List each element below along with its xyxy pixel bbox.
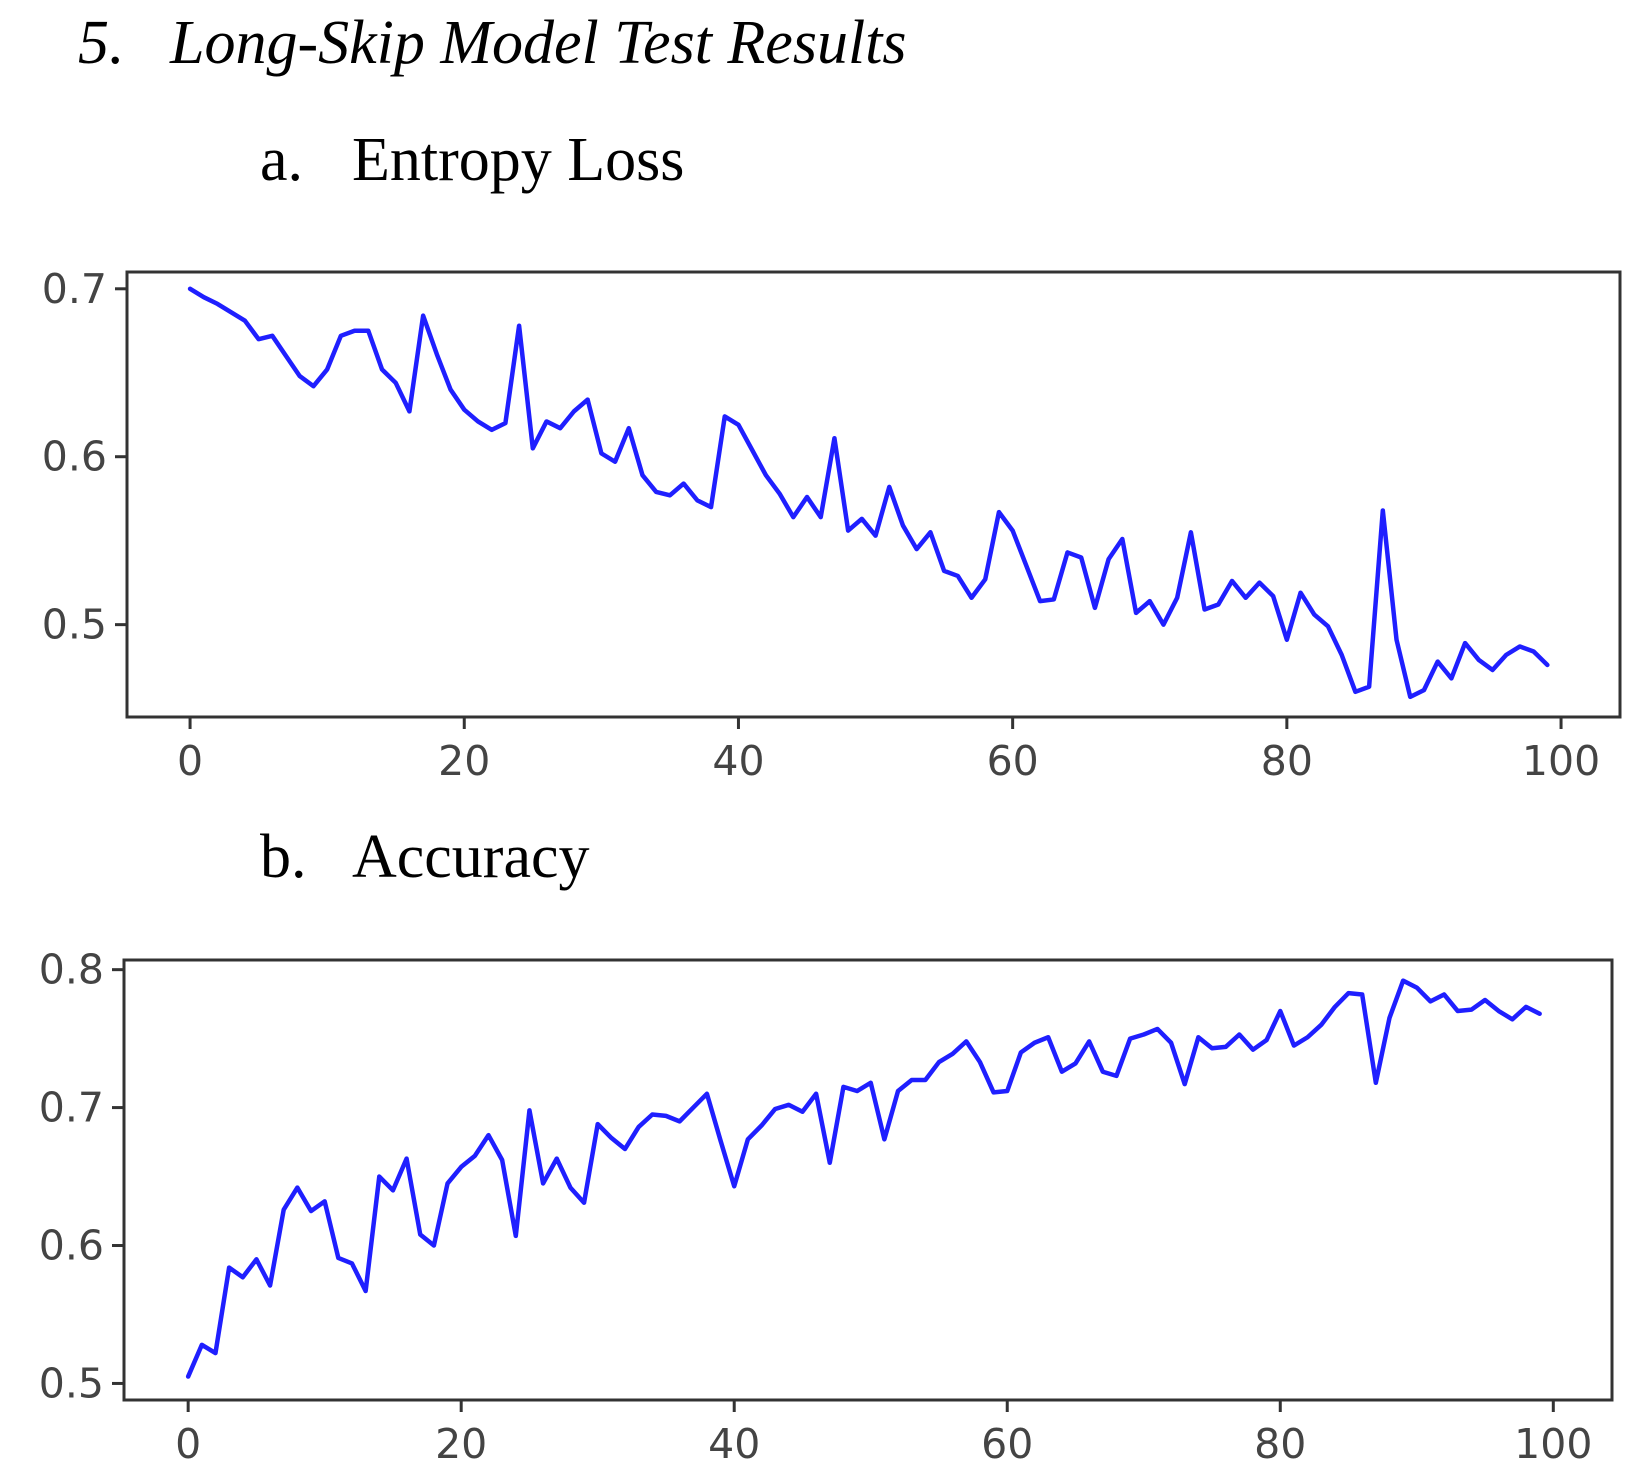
y-tick-label: 0.5	[42, 601, 107, 649]
section-title: Long-Skip Model Test Results	[170, 9, 907, 77]
series-line	[185, 978, 1542, 1379]
y-tick-label: 0.6	[39, 1222, 104, 1270]
y-tick-label: 0.8	[39, 946, 104, 994]
x-tick-label: 60	[987, 737, 1039, 785]
x-tick-label: 100	[1522, 737, 1600, 785]
x-tick-label: 80	[1261, 737, 1313, 785]
x-tick-label: 0	[177, 737, 203, 785]
plot-frame	[125, 270, 1622, 719]
section-heading: 5. Long-Skip Model Test Results	[78, 8, 907, 79]
x-tick-label: 0	[175, 1420, 201, 1466]
x-tick-label: 60	[981, 1420, 1033, 1466]
subsection-title: Accuracy	[352, 823, 590, 891]
subsection-letter: a.	[260, 126, 304, 194]
section-number: 5.	[78, 9, 125, 77]
y-tick-label: 0.5	[39, 1359, 104, 1407]
plot-frame	[122, 958, 1614, 1402]
subsection-heading-accuracy: b. Accuracy	[260, 822, 590, 893]
x-tick-label: 40	[712, 737, 764, 785]
x-tick-label: 20	[438, 737, 490, 785]
y-tick-label: 0.7	[42, 265, 107, 313]
x-tick-label: 20	[435, 1420, 487, 1466]
y-tick-label: 0.7	[39, 1084, 104, 1132]
subsection-letter: b.	[260, 823, 307, 891]
series-line	[187, 286, 1550, 700]
y-tick-label: 0.6	[42, 433, 107, 481]
x-tick-label: 40	[708, 1420, 760, 1466]
accuracy-chart: 0 20 40 60 80 100 0.5 0.6 0.7 0.8	[39, 946, 1614, 1466]
subsection-heading-entropy-loss: a. Entropy Loss	[260, 125, 684, 196]
x-tick-label: 80	[1254, 1420, 1306, 1466]
subsection-title: Entropy Loss	[352, 126, 685, 194]
x-tick-label: 100	[1514, 1420, 1592, 1466]
entropy-loss-chart: 0 20 40 60 80 100 0.5 0.6 0.7	[42, 265, 1622, 785]
